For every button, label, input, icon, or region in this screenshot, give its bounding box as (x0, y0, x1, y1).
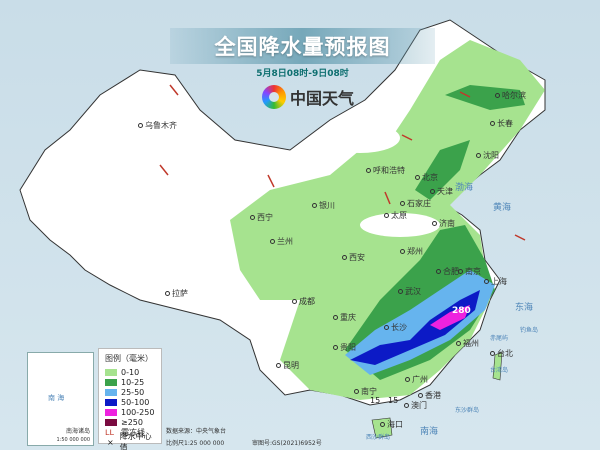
sea-label: 台湾岛 (490, 367, 509, 374)
legend-label: 降水中心值 (119, 432, 152, 450)
sea-label: 西沙群岛 (366, 434, 391, 441)
legend-label: 25-50 (121, 387, 145, 397)
city-label: 海口 (380, 419, 403, 430)
legend-title: 图例（毫米） (105, 354, 153, 363)
approval-number: 审图号:GS(2021)6952号 (252, 440, 322, 447)
legend-item: 10-25 (105, 377, 155, 387)
city-label: 西安 (342, 252, 365, 263)
data-source: 数据来源：中央气象台 (166, 428, 227, 435)
weather-logo-icon (262, 85, 286, 109)
legend-item: ᒪᒪ 霜冻线 (105, 427, 155, 437)
city-label: 昆明 (276, 360, 299, 371)
brand-name: 中国天气 (290, 89, 355, 108)
scale-text: 比例尺1:25 000 000 (166, 440, 225, 447)
rain-center-value: 15 (370, 396, 381, 405)
inset-sea-label: 南 海 (48, 394, 65, 402)
brand-logo-block: 中国天气 (262, 85, 354, 109)
legend-swatch (105, 368, 117, 376)
sea-label: 南海 (420, 427, 439, 437)
city-label: 兰州 (270, 236, 293, 247)
city-label: 太原 (384, 210, 407, 221)
city-label: 天津 (430, 186, 453, 197)
legend-item: 0-10 (105, 367, 155, 377)
cross-icon: × (106, 437, 114, 447)
city-label: 合肥 (436, 266, 459, 277)
sea-label: 渤海 (455, 183, 474, 193)
legend-swatch (105, 408, 117, 416)
frost-lines (159, 84, 526, 241)
rain-center-value: 15 (388, 396, 399, 405)
city-label: 沈阳 (476, 150, 499, 161)
city-label: 福州 (456, 338, 479, 349)
city-label: 贵阳 (333, 342, 356, 353)
city-label: 香港 (418, 390, 441, 401)
legend-label: ≥250 (121, 417, 143, 427)
legend-swatch (105, 388, 117, 396)
inset-title: 南海诸岛 (65, 428, 90, 435)
city-label: 南京 (458, 266, 481, 277)
city-label: 西宁 (250, 212, 273, 223)
city-label: 呼和浩特 (366, 165, 405, 176)
south-china-sea-inset: 南 海 南海诸岛 1:50 000 000 (27, 352, 94, 446)
frost-line-icon: ᒪᒪ (105, 427, 114, 437)
legend-swatch (105, 398, 117, 406)
city-label: 长沙 (384, 322, 407, 333)
legend-label: 100-250 (121, 407, 155, 417)
rain-free-central (360, 213, 440, 237)
rain-10-25-north (415, 140, 470, 200)
city-label: 长春 (490, 118, 513, 129)
rain-center-value: 280 (452, 306, 471, 316)
city-label: 济南 (432, 218, 455, 229)
legend-label: 0-10 (121, 367, 140, 377)
city-label: 乌鲁木齐 (138, 120, 177, 131)
legend-label: 霜冻线 (121, 427, 145, 437)
legend-item: 25-50 (105, 387, 155, 397)
legend-item: 50-100 (105, 397, 155, 407)
sea-label: 黄海 (493, 203, 512, 213)
page-title: 全国降水量预报图 (214, 35, 391, 59)
city-label: 澳门 (404, 400, 427, 411)
city-label: 成都 (292, 296, 315, 307)
city-label: 石家庄 (400, 198, 431, 209)
city-label: 重庆 (333, 312, 356, 323)
city-label: 银川 (312, 200, 335, 211)
city-label: 上海 (484, 276, 507, 287)
city-label: 拉萨 (165, 288, 188, 299)
sea-label: 赤尾屿 (490, 335, 509, 342)
legend-item: × 降水中心值 (105, 432, 155, 450)
rain-50-100 (350, 290, 480, 365)
title-band: 全国降水量预报图 (170, 28, 435, 64)
legend-swatch (105, 418, 117, 426)
legend-item: 100-250 (105, 407, 155, 417)
legend-label: 50-100 (121, 397, 150, 407)
city-label: 台北 (490, 348, 513, 359)
legend-label: 10-25 (121, 377, 145, 387)
inset-scale: 1:50 000 000 (56, 437, 91, 443)
rain-100-250 (430, 305, 470, 330)
city-label: 北京 (415, 172, 438, 183)
city-label: 哈尔滨 (495, 90, 526, 101)
city-label: 郑州 (400, 246, 423, 257)
time-range: 5月8日08时-9日08时 (256, 69, 349, 79)
sea-label: 东海 (515, 303, 534, 313)
sea-label: 钓鱼岛 (520, 327, 539, 334)
city-label: 武汉 (398, 286, 421, 297)
rain-free-north (320, 123, 400, 153)
sea-label: 东沙群岛 (455, 407, 480, 414)
legend-item: ≥250 (105, 417, 155, 427)
legend-swatch (105, 378, 117, 386)
legend: 图例（毫米） 0-10 10-25 25-50 50-100 100-250 ≥… (98, 348, 162, 450)
city-label: 南宁 (354, 386, 377, 397)
city-label: 广州 (405, 374, 428, 385)
